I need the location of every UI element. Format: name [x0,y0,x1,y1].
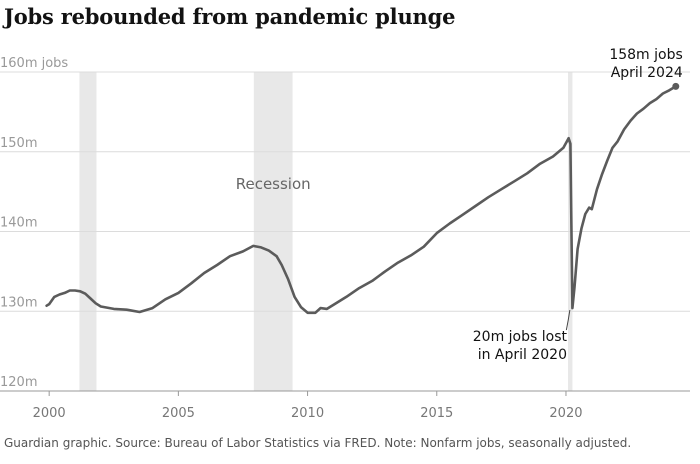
chart-title: Jobs rebounded from pandemic plunge [4,4,456,29]
source-note: Guardian graphic. Source: Bureau of Labo… [4,436,632,450]
annotation-latest-line: 158m jobs [609,47,682,63]
series-layer [45,85,678,315]
gridlines: 120m 130m 140m 150m 160m jobs [0,56,690,390]
x-tick-label: 2000 [33,406,66,421]
y-tick-label: 120m [0,375,37,390]
annotation-drop-line: in April 2020 [478,347,567,363]
axes: 2000 2005 2010 2015 2020 [0,390,690,421]
jobs-series-line [45,85,678,315]
x-tick-label: 2020 [549,406,582,421]
y-tick-label: 140m [0,216,37,231]
annotation-drop-line: 20m jobs lost [473,329,568,345]
annotation-latest: 158m jobs April 2024 [609,47,683,81]
y-tick-label: 150m [0,136,37,151]
annotation-drop: 20m jobs lost in April 2020 [473,329,568,363]
y-tick-label: 130m [0,295,37,310]
annotations: 158m jobs April 2024 20m jobs lost in April… [473,47,683,363]
x-tick-label: 2010 [291,406,324,421]
recession-label: Recession [236,175,311,193]
annotation-drop-leader [565,309,571,331]
y-tick-label: 160m jobs [0,56,68,71]
latest-point-marker [672,82,680,90]
x-tick-label: 2005 [162,406,195,421]
line-chart: Recession 120m 130m 140m 150m 160m jobs 2000… [0,47,690,421]
annotation-latest-line: April 2024 [611,65,683,81]
x-tick-label: 2015 [420,406,453,421]
